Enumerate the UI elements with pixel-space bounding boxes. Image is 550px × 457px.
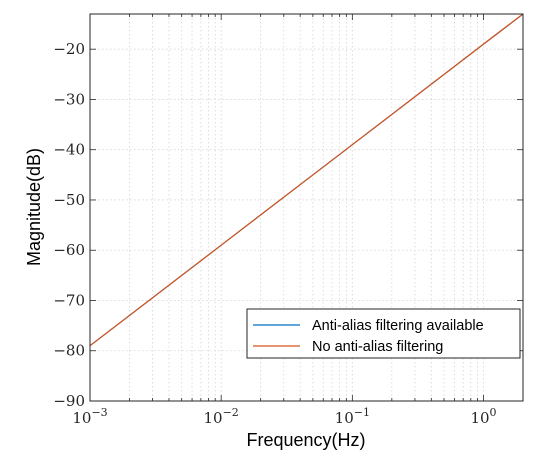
x-tick-label: 100 (470, 406, 496, 427)
y-tick-label: −30 (53, 90, 85, 108)
legend: Anti-alias filtering available No anti-a… (246, 308, 521, 359)
x-tick-label: 10−3 (72, 406, 107, 427)
legend-label-anti-alias: Anti-alias filtering available (312, 318, 484, 334)
legend-label-no-anti-alias: No anti-alias filtering (312, 339, 443, 355)
tick-marks (89, 14, 524, 402)
series-line-1 (89, 13, 524, 347)
legend-box (246, 308, 521, 359)
y-tick-label: −20 (53, 40, 85, 58)
y-axis-title: Magnitude(dB) (24, 148, 44, 266)
y-tick-label: −50 (53, 191, 85, 209)
series-layer (89, 13, 524, 347)
y-tick-labels: −20 −30 −40 −50 −60 −70 −80 −90 (53, 40, 85, 410)
x-tick-labels: 10−3 10−2 10−1 100 (72, 406, 496, 427)
y-tick-label: −70 (53, 291, 85, 309)
x-axis-title: Frequency(Hz) (246, 430, 365, 450)
x-tick-label: 10−1 (335, 406, 370, 427)
plot-frame (89, 13, 524, 402)
y-tick-label: −90 (53, 392, 85, 410)
x-tick-label: 10−2 (204, 406, 239, 427)
y-tick-label: −40 (53, 141, 85, 159)
y-tick-label: −60 (53, 241, 85, 259)
y-tick-label: −80 (53, 342, 85, 360)
